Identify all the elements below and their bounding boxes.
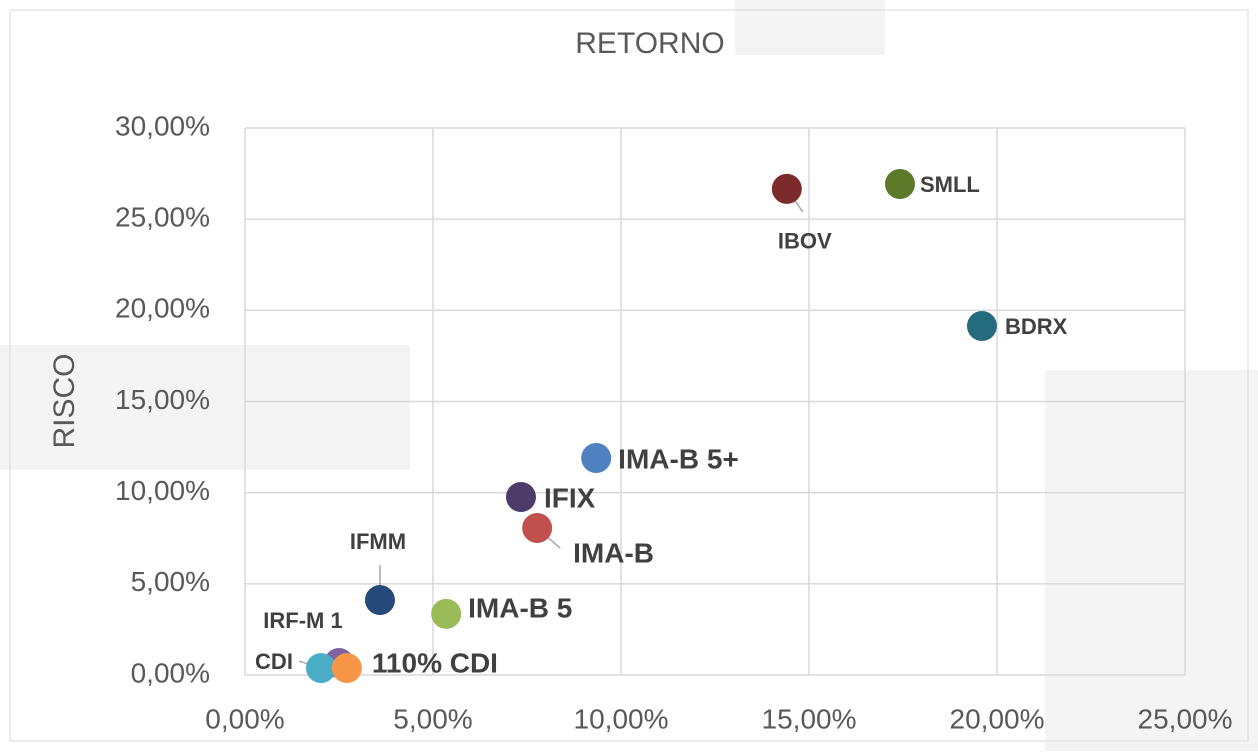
point [966,311,997,342]
y-tick-label: 10,00% [115,475,210,506]
y-tick-label: 0,00% [131,657,210,688]
x-tick-label: 0,00% [205,703,284,734]
data-label: IBOV [778,229,832,254]
data-label: CDI [255,649,293,674]
y-tick-label: 30,00% [115,110,210,141]
data-label: IMA-B 5 [468,592,572,623]
y-tick-label: 15,00% [115,384,210,415]
x-tick-label: 5,00% [393,703,472,734]
point [581,443,612,474]
x-tick-label: 10,00% [574,703,669,734]
x-tick-label: 20,00% [950,703,1045,734]
point [331,653,362,684]
x-tick-label: 15,00% [762,703,857,734]
watermark [1045,370,1258,751]
data-label: IRF-M 1 [263,608,342,633]
point [431,598,462,629]
data-label: 110% CDI [372,647,498,678]
point [522,513,553,544]
data-label: SMLL [920,172,980,197]
x-tick-label: 25,00% [1138,703,1233,734]
x-axis-title: RETORNO [575,27,724,60]
point [771,173,802,204]
data-label: BDRX [1005,314,1068,339]
data-label: IFMM [350,529,406,554]
y-axis-title: RISCO [48,353,81,448]
chart-border [9,9,1249,742]
watermark [735,0,885,55]
watermark [0,345,410,470]
point [884,168,915,199]
data-label: IFIX [544,482,596,513]
y-tick-label: 25,00% [115,202,210,233]
point [305,653,336,684]
y-tick-label: 5,00% [131,566,210,597]
point [505,482,536,513]
data-label: IMA-B 5+ [618,443,739,474]
data-label: IMA-B [573,537,654,568]
point [364,585,395,616]
y-tick-label: 20,00% [115,293,210,324]
